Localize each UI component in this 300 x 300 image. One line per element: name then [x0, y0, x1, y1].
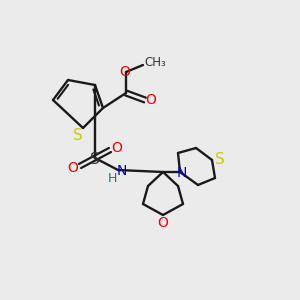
Text: S: S [73, 128, 83, 142]
Text: N: N [177, 166, 187, 180]
Text: O: O [146, 93, 156, 107]
Text: N: N [117, 164, 127, 178]
Text: H: H [107, 172, 117, 185]
Text: CH₃: CH₃ [144, 56, 166, 70]
Text: S: S [215, 152, 225, 166]
Text: O: O [120, 65, 130, 79]
Text: S: S [90, 152, 100, 166]
Text: O: O [112, 141, 122, 155]
Text: O: O [68, 161, 78, 175]
Text: O: O [158, 216, 168, 230]
